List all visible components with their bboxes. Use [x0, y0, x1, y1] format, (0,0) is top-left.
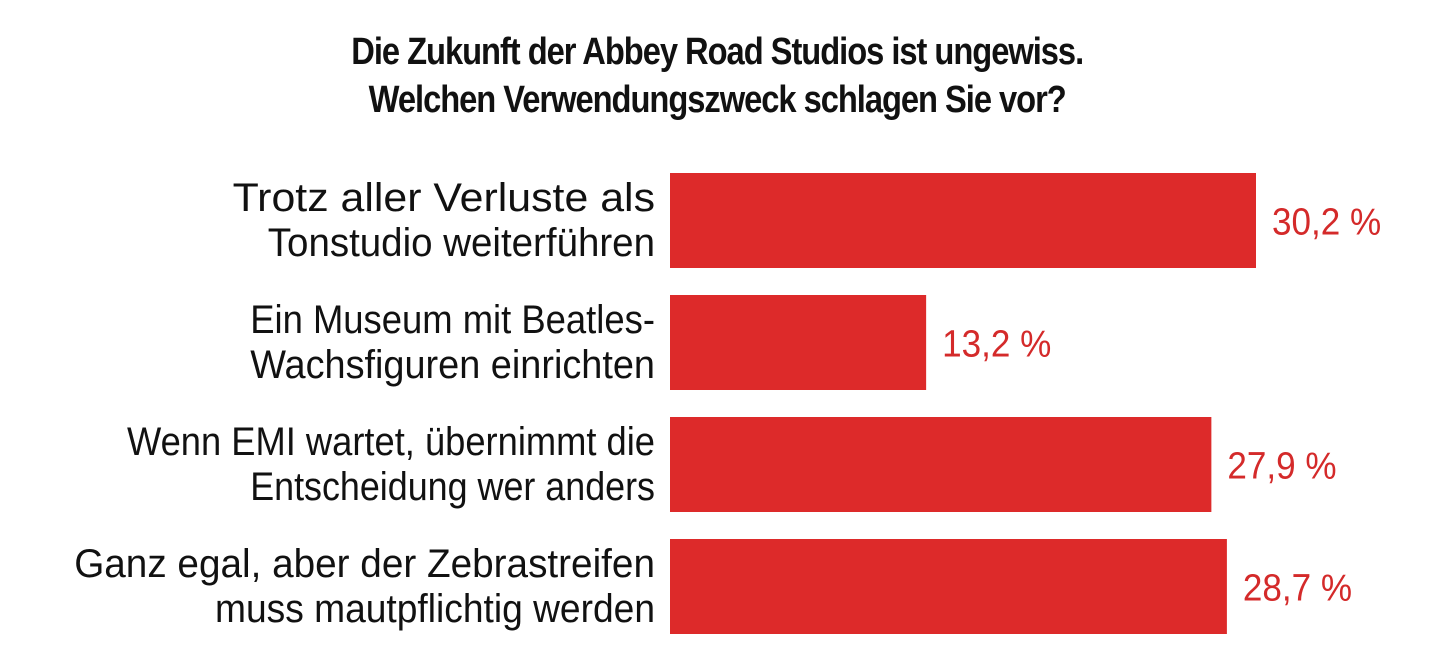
- category-label-2-line-2: Wachsfiguren einrichten: [250, 343, 655, 387]
- bar-2: [670, 295, 927, 390]
- category-label-1-line-1: Trotz aller Verluste als: [233, 176, 655, 220]
- bar-1: [670, 173, 1256, 268]
- value-label-1: 30,2 %: [1272, 202, 1381, 244]
- category-label-2-line-1: Ein Museum mit Beatles-: [250, 298, 655, 342]
- category-label-4-line-1: Ganz egal, aber der Zebrastreifen: [74, 542, 655, 586]
- value-label-4: 28,7 %: [1243, 568, 1352, 610]
- bar-3: [670, 417, 1212, 512]
- chart-title-line-2: Welchen Verwendungszweck schlagen Sie vo…: [368, 79, 1067, 121]
- chart-title-line-1: Die Zukunft der Abbey Road Studios ist u…: [351, 31, 1084, 73]
- category-label-1-line-2: Tonstudio weiterführen: [268, 221, 655, 265]
- chart-title: Die Zukunft der Abbey Road Studios ist u…: [98, 28, 1336, 124]
- value-label-2: 13,2 %: [942, 324, 1051, 366]
- category-label-3-line-1: Wenn EMI wartet, übernimmt die: [127, 420, 655, 464]
- category-label-4-line-2: muss mautpflichtig werden: [215, 587, 655, 631]
- category-label-3-line-2: Entscheidung wer anders: [250, 465, 655, 509]
- bar-4: [670, 539, 1227, 634]
- value-label-3: 27,9 %: [1227, 446, 1336, 488]
